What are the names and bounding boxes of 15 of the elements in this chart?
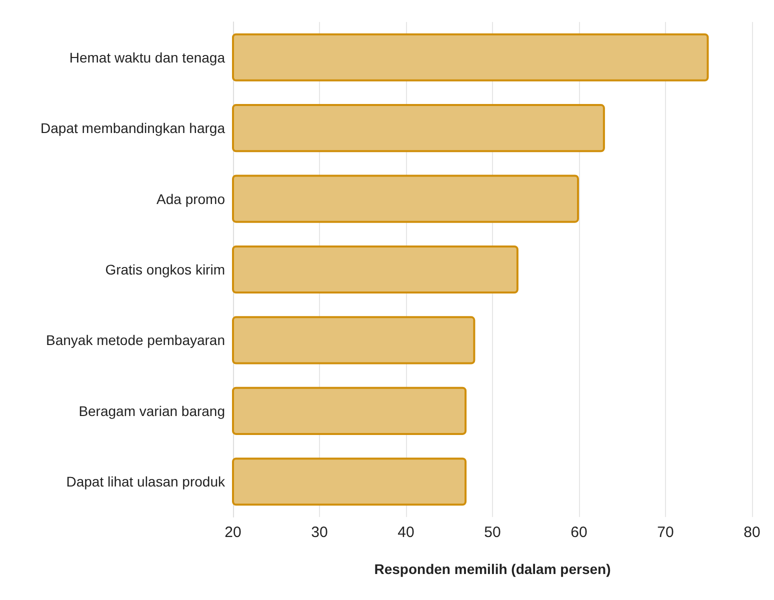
y-tick-label: Beragam varian barang xyxy=(78,402,225,419)
y-tick-label: Gratis ongkos kirim xyxy=(105,262,225,278)
y-tick-label: Banyak metode pembayaran xyxy=(46,332,225,348)
x-tick-label: 60 xyxy=(570,524,588,541)
x-tick-label: 80 xyxy=(744,524,760,541)
y-tick-label: Dapat membandingkan harga xyxy=(40,120,226,136)
x-tick-label: 20 xyxy=(224,524,242,541)
y-tick-label: Ada promo xyxy=(156,190,226,207)
x-tick-label: 30 xyxy=(311,524,328,541)
x-axis-title: Responden memilih (dalam persen) xyxy=(374,561,611,577)
x-tick-label: 40 xyxy=(398,524,414,541)
y-tick-label: Dapat lihat ulasan produk xyxy=(66,474,226,490)
x-tick-label: 50 xyxy=(484,524,501,541)
y-tick-label: Hemat waktu dan tenaga xyxy=(69,49,226,66)
x-tick-label: 70 xyxy=(657,524,674,541)
